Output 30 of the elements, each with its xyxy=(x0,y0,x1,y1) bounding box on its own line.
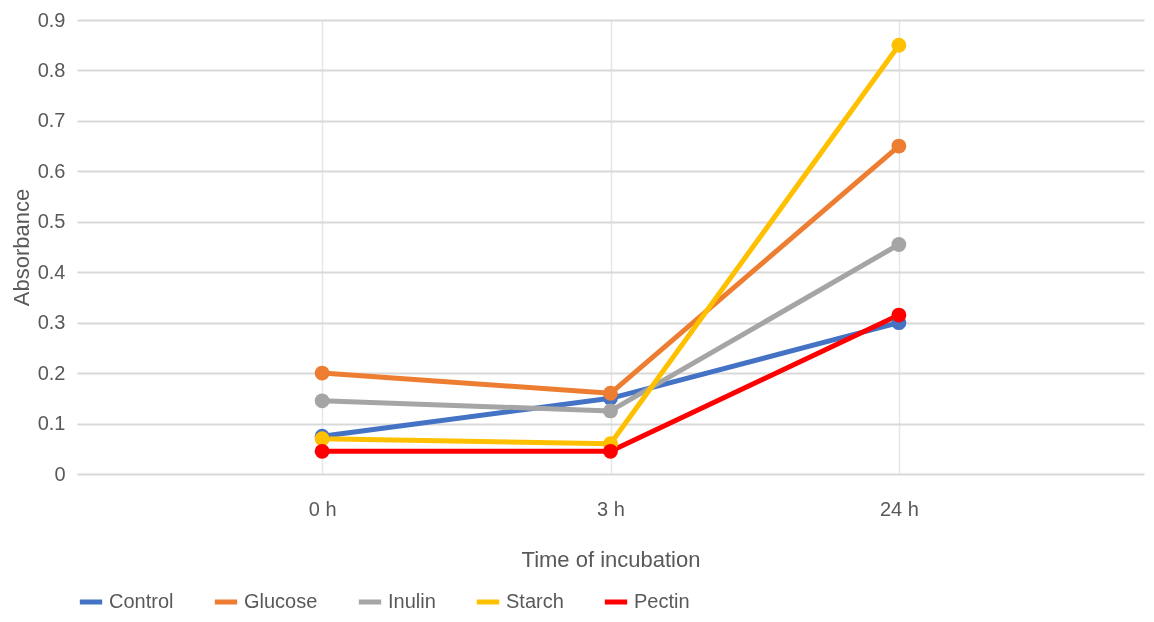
legend-label: Starch xyxy=(506,590,564,612)
y-tick-label: 0.8 xyxy=(37,58,66,81)
point xyxy=(891,237,907,252)
y-tick-label: 0.6 xyxy=(37,159,66,182)
point xyxy=(891,37,907,53)
y-tick-label: 0.1 xyxy=(37,412,66,435)
y-tick-label: 0.4 xyxy=(37,260,66,283)
y-tick-label: 0.7 xyxy=(37,109,66,132)
point xyxy=(314,365,330,381)
y-tick-label: 0.3 xyxy=(37,311,66,334)
point xyxy=(314,443,330,459)
x-tick-label: 0 h xyxy=(308,497,337,520)
y-tick-label: 0 xyxy=(54,462,66,485)
legend-label: Inulin xyxy=(388,590,436,612)
legend-label: Glucose xyxy=(244,590,318,612)
x-tick-label: 24 h xyxy=(879,497,919,520)
y-tick-label: 0.9 xyxy=(37,8,66,31)
x-axis-title: Time of incubation xyxy=(521,546,701,572)
y-tick-label: 0.5 xyxy=(37,210,66,233)
y-tick-label: 0.2 xyxy=(37,361,66,384)
legend-label: Pectin xyxy=(634,590,690,612)
point xyxy=(314,393,330,409)
point xyxy=(603,385,618,401)
y-axis-title: Absorbance xyxy=(8,188,34,307)
point xyxy=(603,403,618,419)
point xyxy=(891,307,907,323)
x-tick-label: 3 h xyxy=(597,497,625,520)
legend-label: Control xyxy=(109,590,174,612)
point xyxy=(891,138,907,154)
point xyxy=(603,443,618,459)
